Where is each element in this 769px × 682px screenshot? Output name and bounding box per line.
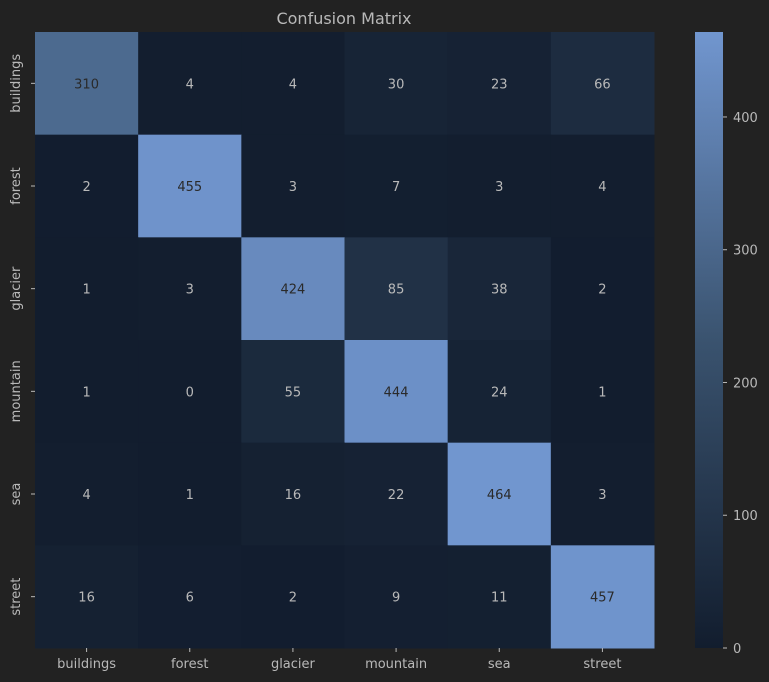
x-tick-label: glacier [271,657,316,672]
heatmap-cell [447,32,552,136]
heatmap-cell [344,545,449,649]
heatmap-cell [344,32,449,136]
cell-value-label: 0 [186,385,194,400]
heatmap-cell [447,340,552,444]
cell-value-label: 457 [590,591,615,606]
cell-value-label: 11 [491,591,508,606]
heatmap-cell [35,32,139,136]
cell-value-label: 2 [82,180,90,195]
cell-value-label: 24 [491,385,508,400]
cell-value-label: 4 [289,77,297,92]
heatmap-cell [241,237,345,341]
y-tick-label: street [9,578,24,616]
cell-value-label: 66 [594,77,611,92]
chart-title: Confusion Matrix [276,9,411,28]
cell-value-label: 30 [388,77,405,92]
heatmap-cell [241,442,345,546]
cell-value-label: 4 [82,488,90,503]
heatmap-cells: 310 4 4 30 23 662 455 3 7 3 41 3 424 85 38 21 0 55 444 24 14… [35,32,655,649]
heatmap-cell [138,545,242,649]
cell-value-label: 1 [186,488,194,503]
heatmap-cell [550,442,655,546]
cell-value-label: 4 [186,77,194,92]
cell-value-label: 2 [289,591,297,606]
colorbar-tick-label: 300 [733,244,758,259]
heatmap-cell [447,237,552,341]
heatmap-cell [447,134,552,238]
cell-value-label: 9 [392,591,400,606]
cell-value-label: 310 [74,77,99,92]
cell-value-label: 1 [82,283,90,298]
x-tick-label: sea [488,657,511,672]
cell-value-label: 455 [177,180,202,195]
y-tick-label: glacier [9,266,24,311]
heatmap-cell [344,442,449,546]
heatmap-cell [35,237,139,341]
heatmap-cell [344,134,449,238]
x-tick-label: buildings [57,657,116,672]
cell-value-label: 3 [598,488,606,503]
colorbar-ticks: 0 100 200 300 400 [723,111,758,657]
heatmap-cell [550,545,655,649]
heatmap-cell [241,340,345,444]
x-tick-label: street [583,657,621,672]
cell-value-label: 424 [281,283,306,298]
cell-value-label: 38 [491,283,508,298]
heatmap-cell [138,340,242,444]
cell-value-label: 4 [598,180,606,195]
colorbar-tick-label: 400 [733,111,758,126]
cell-value-label: 1 [598,385,606,400]
y-tick-label: sea [9,483,24,506]
y-axis-tick-labels: buildings forest glacier mountain sea street [9,54,35,616]
x-tick-label: forest [171,657,208,672]
heatmap-cell [447,442,552,546]
heatmap-cell [138,237,242,341]
heatmap-cell [35,134,139,238]
heatmap-cell [138,32,242,136]
x-axis-tick-labels: buildings forest glacier mountain sea street [57,648,621,672]
cell-value-label: 16 [78,591,95,606]
cell-value-label: 444 [384,385,409,400]
cell-value-label: 2 [598,283,606,298]
cell-value-label: 7 [392,180,400,195]
heatmap-cell [550,237,655,341]
heatmap-cell [550,134,655,238]
colorbar-tick-label: 0 [733,642,741,657]
cell-value-label: 3 [186,283,194,298]
heatmap-cell [550,340,655,444]
colorbar [695,32,723,648]
cell-value-label: 22 [388,488,405,503]
heatmap-cell [344,237,449,341]
cell-value-label: 6 [186,591,194,606]
cell-value-label: 55 [285,385,302,400]
y-tick-label: buildings [9,54,24,113]
colorbar-gradient [695,32,723,648]
heatmap-cell [138,134,242,238]
colorbar-tick-label: 200 [733,376,758,391]
cell-value-label: 85 [388,283,405,298]
heatmap-cell [241,32,345,136]
heatmap-cell [138,442,242,546]
y-tick-label: forest [9,167,24,204]
heatmap-cell [241,134,345,238]
colorbar-tick-label: 100 [733,509,758,524]
heatmap-cell [35,442,139,546]
x-tick-label: mountain [365,657,427,672]
heatmap-cell [344,340,449,444]
cell-value-label: 3 [289,180,297,195]
heatmap-cell [447,545,552,649]
y-tick-label: mountain [9,360,24,422]
cell-value-label: 23 [491,77,508,92]
heatmap-cell [35,545,139,649]
cell-value-label: 464 [487,488,512,503]
heatmap-cell [241,545,345,649]
heatmap-cell [35,340,139,444]
cell-value-label: 1 [82,385,90,400]
cell-value-label: 3 [495,180,503,195]
heatmap-cell [550,32,655,136]
cell-value-label: 16 [285,488,302,503]
